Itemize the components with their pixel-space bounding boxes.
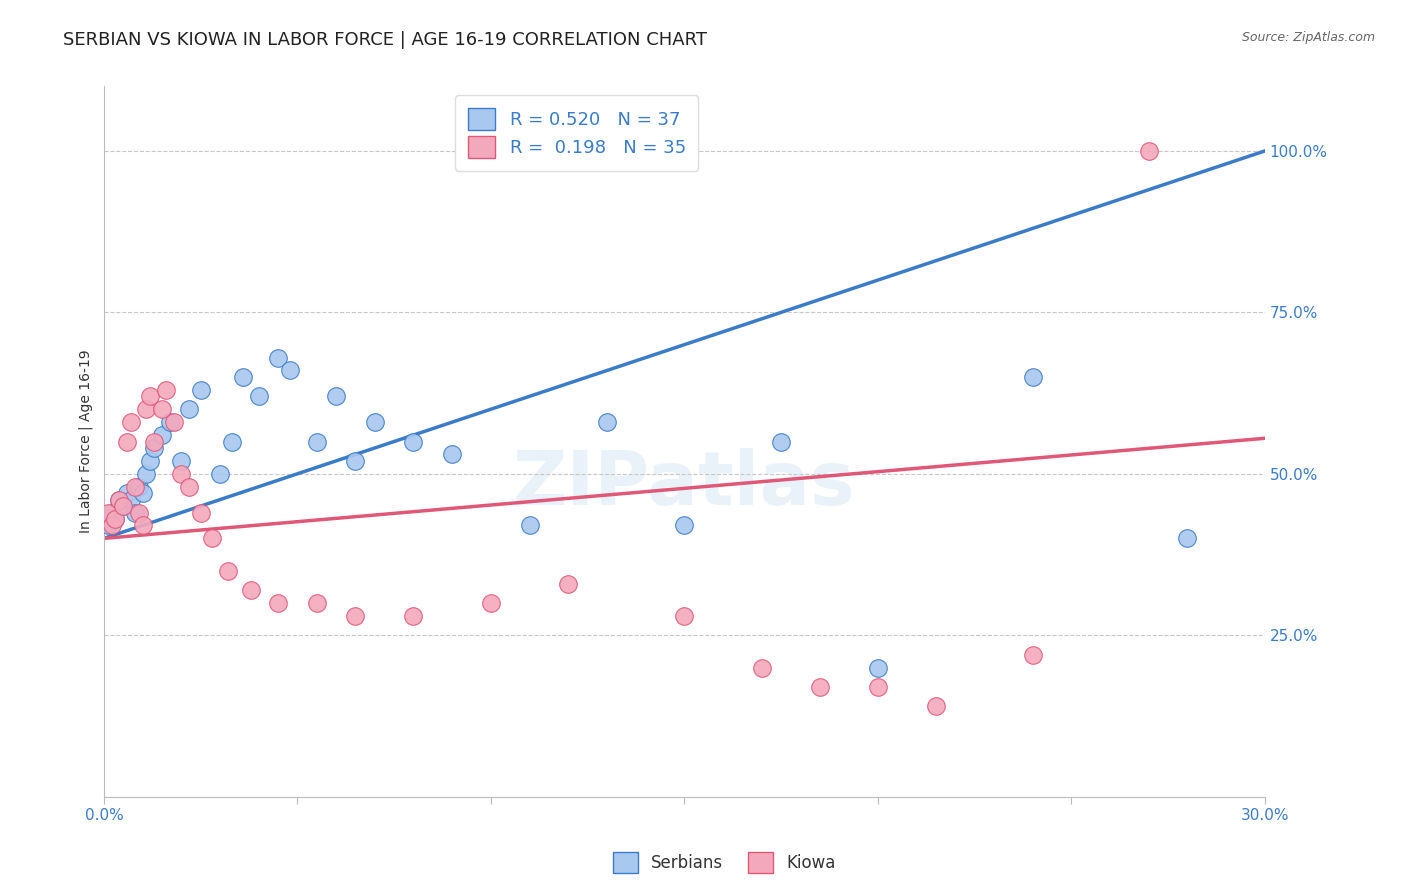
Point	[128, 506, 150, 520]
Point	[1177, 532, 1199, 546]
Point	[108, 492, 131, 507]
Point	[143, 434, 166, 449]
Point	[344, 608, 367, 623]
Point	[751, 660, 773, 674]
Point	[177, 402, 200, 417]
Point	[112, 499, 135, 513]
Y-axis label: In Labor Force | Age 16-19: In Labor Force | Age 16-19	[79, 350, 93, 533]
Point	[104, 512, 127, 526]
Point	[97, 518, 120, 533]
Point	[267, 596, 290, 610]
Point	[190, 506, 212, 520]
Point	[344, 454, 367, 468]
Point	[128, 480, 150, 494]
Point	[108, 492, 131, 507]
Legend: Serbians, Kiowa: Serbians, Kiowa	[606, 846, 842, 880]
Point	[247, 389, 270, 403]
Point	[139, 454, 162, 468]
Point	[1021, 370, 1043, 384]
Point	[364, 415, 387, 429]
Point	[170, 467, 193, 481]
Point	[441, 447, 464, 461]
Point	[135, 402, 157, 417]
Point	[139, 389, 162, 403]
Point	[596, 415, 619, 429]
Point	[232, 370, 254, 384]
Point	[131, 486, 153, 500]
Point	[100, 518, 122, 533]
Point	[673, 518, 696, 533]
Point	[673, 608, 696, 623]
Point	[124, 480, 146, 494]
Point	[239, 582, 262, 597]
Point	[162, 415, 184, 429]
Point	[150, 428, 173, 442]
Point	[131, 518, 153, 533]
Point	[557, 576, 579, 591]
Point	[1021, 648, 1043, 662]
Point	[159, 415, 181, 429]
Point	[267, 351, 290, 365]
Point	[177, 480, 200, 494]
Point	[519, 518, 541, 533]
Point	[112, 499, 135, 513]
Text: Source: ZipAtlas.com: Source: ZipAtlas.com	[1241, 31, 1375, 45]
Point	[402, 608, 425, 623]
Point	[143, 441, 166, 455]
Point	[170, 454, 193, 468]
Point	[115, 434, 138, 449]
Point	[120, 492, 142, 507]
Point	[305, 596, 328, 610]
Point	[201, 532, 224, 546]
Point	[217, 564, 239, 578]
Point	[305, 434, 328, 449]
Point	[135, 467, 157, 481]
Point	[104, 512, 127, 526]
Point	[808, 680, 831, 694]
Point	[120, 415, 142, 429]
Point	[150, 402, 173, 417]
Point	[479, 596, 502, 610]
Point	[770, 434, 793, 449]
Point	[325, 389, 347, 403]
Text: ZIPatlas: ZIPatlas	[513, 448, 856, 521]
Point	[402, 434, 425, 449]
Point	[221, 434, 243, 449]
Point	[1137, 144, 1160, 158]
Point	[100, 506, 122, 520]
Point	[208, 467, 231, 481]
Point	[925, 699, 948, 714]
Point	[190, 383, 212, 397]
Legend: R = 0.520   N = 37, R =  0.198   N = 35: R = 0.520 N = 37, R = 0.198 N = 35	[456, 95, 699, 171]
Point	[866, 680, 889, 694]
Point	[866, 660, 889, 674]
Point	[278, 363, 301, 377]
Point	[124, 506, 146, 520]
Point	[155, 383, 177, 397]
Point	[97, 506, 120, 520]
Text: SERBIAN VS KIOWA IN LABOR FORCE | AGE 16-19 CORRELATION CHART: SERBIAN VS KIOWA IN LABOR FORCE | AGE 16…	[63, 31, 707, 49]
Point	[115, 486, 138, 500]
